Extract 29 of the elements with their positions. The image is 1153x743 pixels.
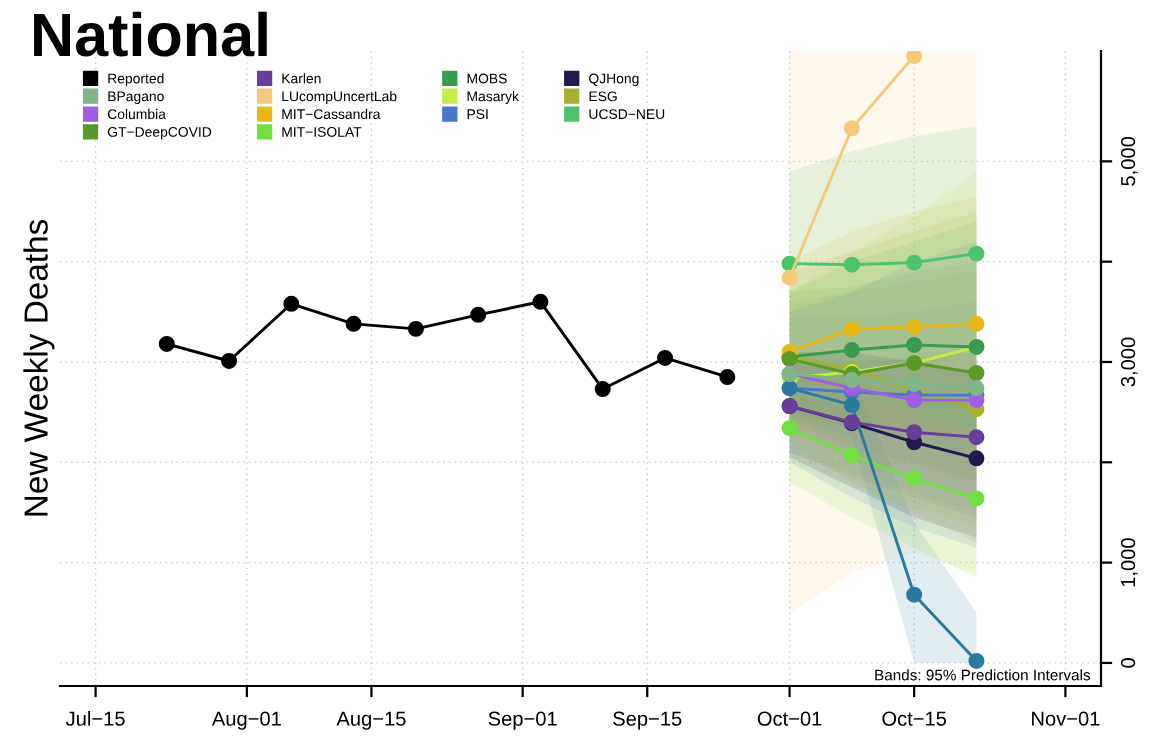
y-tick-label: 0 (1120, 658, 1136, 668)
chart-title: National (34, 11, 267, 57)
x-tick-label: Aug−15 (336, 711, 406, 730)
legend-label: PSI (467, 109, 488, 120)
legend-label: LUcompUncertLab (282, 91, 397, 104)
legend-label: MIT−ISOLAT (282, 127, 362, 137)
x-tick-label: Sep−01 (488, 711, 557, 730)
annotation: Bands: 95% Prediction Intervals (875, 669, 1091, 681)
legend-label: QJHong (589, 73, 639, 87)
x-tick-label: Nov−01 (1032, 711, 1100, 726)
y-tick-label: 5,000 (1120, 136, 1138, 186)
y-axis-title: New Weekly Deaths (23, 219, 55, 516)
legend-label: MIT−Cassandra (282, 108, 381, 120)
legend-label: BPagano (108, 91, 164, 104)
y-tick-label: 1,000 (1120, 538, 1138, 587)
legend-label: Columbia (107, 108, 166, 120)
x-tick-label: Oct−01 (757, 711, 822, 726)
legend-label: Masaryk (467, 91, 519, 104)
legend-label: MOBS (467, 73, 507, 84)
x-tick-label: Oct−15 (882, 711, 947, 726)
legend-label: UCSD−NEU (589, 109, 665, 120)
x-tick-label: Aug−01 (211, 711, 281, 730)
x-tick-label: Sep−15 (613, 711, 682, 730)
legend-label: Karlen (282, 73, 321, 84)
legend-label: GT−DeepCOVID (107, 127, 212, 140)
y-tick-label: 3,000 (1120, 337, 1138, 387)
x-tick-label: Jul−15 (65, 711, 125, 726)
legend-label: Reported (108, 73, 164, 87)
legend-label: ESG (589, 91, 617, 102)
